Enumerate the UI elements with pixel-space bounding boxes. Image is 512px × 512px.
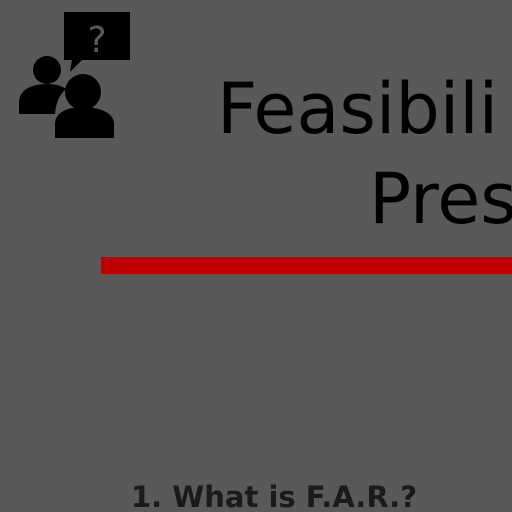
svg-text:?: ? [87,20,106,61]
agenda-item-1: 1. What is F.A.R.? [131,480,418,512]
people-question-icon: ? [18,12,132,138]
title-accent-bar [101,257,512,274]
